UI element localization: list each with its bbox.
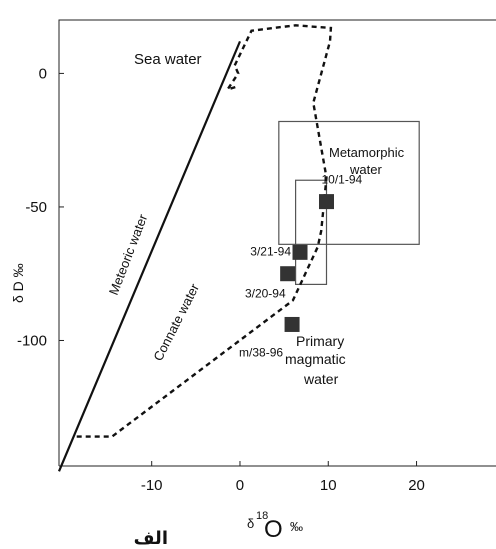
sample-label: 10/1-94: [321, 173, 362, 187]
metamorphic-water-label-1: Metamorphic: [329, 145, 405, 160]
field-layer: [278, 120, 420, 285]
y-tick-label: 0: [39, 65, 47, 82]
point-layer: 10/1-94 3/21-94 3/20-94 m/38-96: [239, 173, 362, 360]
magmatic-water-label-3: water: [303, 371, 339, 387]
figure-caption: الف: [134, 528, 168, 549]
x-axis-title: δ 18 O ‰: [247, 510, 303, 543]
sample-label: 3/21-94: [250, 244, 291, 258]
svg-text:‰: ‰: [290, 519, 303, 534]
meteoric-water-label: Meteoric water: [106, 211, 151, 297]
x-tick-label: 20: [408, 477, 425, 494]
line-layer: [57, 24, 333, 472]
sample-marker: [292, 244, 308, 260]
x-tick-label: 10: [320, 477, 337, 494]
plot-frame: [58, 19, 496, 466]
sample-marker: [318, 194, 334, 210]
connate-water-label: Connate water: [150, 281, 202, 364]
svg-text:O: O: [264, 516, 283, 543]
tick-layer: -10 0 10 200-50-100: [17, 65, 425, 494]
sample-marker: [280, 266, 296, 282]
x-tick-label: 0: [236, 477, 244, 494]
metamorphic-water-field: [278, 120, 420, 245]
x-tick-label: -10: [141, 477, 163, 494]
svg-text:18: 18: [256, 510, 268, 522]
y-tick-label: -50: [25, 199, 47, 216]
magmatic-water-field: [294, 179, 328, 285]
svg-text:δ: δ: [247, 516, 254, 531]
sample-label: m/38-96: [239, 345, 283, 359]
y-axis-title: δ D ‰: [10, 263, 26, 303]
sample-marker: [284, 316, 300, 332]
magmatic-water-label-2: magmatic: [285, 351, 346, 367]
meteoric-water-line: [57, 40, 241, 472]
connate-water-trend: [76, 24, 333, 438]
metamorphic-water-label-2: water: [349, 162, 382, 177]
magmatic-water-label-1: Primary: [296, 333, 344, 349]
sea-water-label: Sea water: [134, 51, 202, 68]
y-tick-label: -100: [17, 332, 47, 349]
sample-label: 3/20-94: [245, 287, 286, 301]
